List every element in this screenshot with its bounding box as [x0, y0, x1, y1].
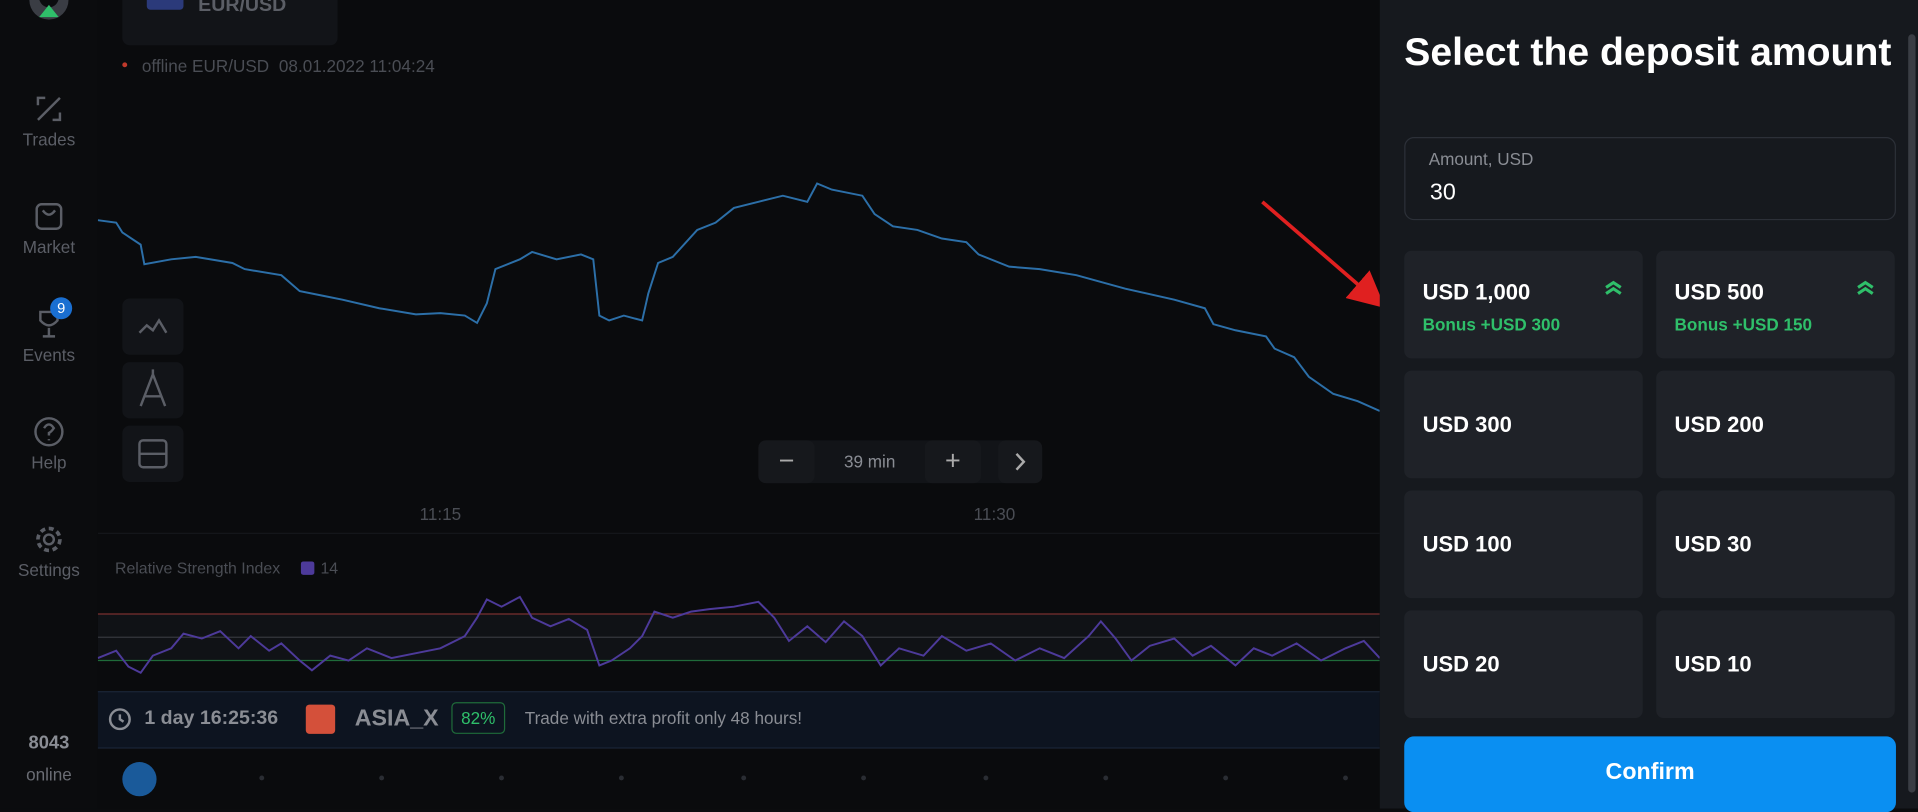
nav-trades[interactable]: Trades [0, 93, 98, 149]
option-label: USD 20 [1422, 651, 1500, 677]
nav-label: Help [31, 452, 67, 473]
online-label: online [26, 764, 72, 785]
zoom-control: − 39 min + [758, 440, 1043, 484]
flag [146, 0, 184, 10]
zoom-value: 39 min [843, 451, 896, 471]
asset-name: EUR/USD [198, 0, 287, 16]
bottom-dots [259, 775, 1348, 781]
sidebar: Trades Market Events 9 Help Settings 804… [0, 0, 98, 809]
time-axis: 11:15 11:30 [420, 505, 1016, 524]
scroll-button[interactable] [122, 762, 157, 797]
asset-icon [305, 704, 336, 734]
time-label: 11:30 [974, 505, 1016, 524]
tool-layout[interactable] [122, 425, 184, 482]
promo-percent: 82% [451, 702, 506, 734]
icon [36, 526, 62, 553]
deposit-option[interactable]: USD 30 [1656, 490, 1895, 599]
icon [36, 96, 62, 122]
nav-label: Market [22, 237, 76, 257]
amount-input[interactable]: Amount, USD 30 [1404, 136, 1896, 221]
option-label: USD 500 [1674, 280, 1764, 305]
icon [34, 417, 64, 447]
option-label: USD 1,000 [1422, 280, 1531, 305]
logo [29, 0, 69, 20]
nav-label: Settings [17, 560, 80, 580]
indicator-swatch [300, 561, 315, 575]
amount-value: 30 [1429, 179, 1456, 206]
promo-text: Trade with extra profit only 48 hours! [524, 708, 803, 728]
asset-selector[interactable]: EUR/USD [122, 0, 338, 46]
deposit-option[interactable]: USD 200 [1656, 370, 1895, 479]
deposit-option[interactable]: USD 100 [1404, 490, 1643, 599]
rsi-line [97, 595, 1380, 675]
price-line [97, 182, 1380, 412]
option-bonus: Bonus +USD 300 [1422, 314, 1561, 334]
icon [35, 203, 63, 230]
deposit-option[interactable]: USD 500 Bonus +USD 150 [1656, 250, 1895, 359]
bonus-icon [1857, 280, 1874, 295]
option-label: USD 10 [1674, 651, 1752, 677]
deposit-option[interactable]: USD 10 [1656, 610, 1895, 719]
panel-title: Select the deposit amount [1404, 29, 1892, 74]
zoom-out[interactable]: − [758, 440, 815, 484]
nav-settings[interactable]: Settings [0, 524, 98, 580]
deposit-option[interactable]: USD 300 [1404, 370, 1643, 479]
indicator-name: Relative Strength Index [115, 561, 280, 578]
confirm-button[interactable]: Confirm [1404, 736, 1896, 812]
nav-label: Events [22, 344, 76, 365]
tool-indicators[interactable] [122, 298, 184, 355]
deposit-panel: Select the deposit amount Amount, USD 30… [1379, 0, 1918, 812]
badge: 9 [50, 297, 73, 320]
option-bonus: Bonus +USD 150 [1674, 314, 1813, 334]
online-count: 8043 [28, 732, 70, 754]
option-label: USD 200 [1674, 412, 1764, 437]
bonus-icon [1605, 280, 1622, 295]
option-label: USD 30 [1674, 532, 1752, 557]
promo-asset: ASIA_X [354, 705, 439, 732]
chart-svg: 11:15 11:30 Relative Strength Index 14 [97, 182, 1380, 797]
status-dot [122, 62, 128, 68]
option-label: USD 300 [1422, 412, 1512, 437]
nav-market[interactable]: Market [0, 201, 98, 257]
amount-label: Amount, USD [1428, 149, 1534, 169]
deposit-option[interactable]: USD 1,000 Bonus +USD 300 [1404, 250, 1643, 359]
tool-drawings[interactable] [122, 362, 184, 419]
scrollbar [1908, 34, 1916, 793]
promo-timer: 1 day 16:25:36 [144, 708, 279, 730]
chart-area: EUR/USD offline EUR/USD 08.01.2022 11:04… [97, 0, 1380, 809]
nav-label: Trades [22, 129, 76, 150]
deposit-option[interactable]: USD 20 [1404, 610, 1643, 719]
status: offline EUR/USD [141, 56, 270, 76]
option-label: USD 100 [1422, 532, 1512, 557]
icon [39, 310, 59, 338]
time-label: 11:15 [420, 505, 462, 524]
timestamp: 08.01.2022 11:04:24 [278, 56, 435, 76]
timer-icon [108, 708, 131, 731]
nav-events[interactable]: Events [0, 308, 98, 365]
next-button[interactable] [998, 440, 1043, 484]
indicator-period: 14 [320, 561, 338, 578]
nav-help[interactable]: Help [0, 416, 98, 472]
zoom-in[interactable]: + [924, 440, 982, 484]
promo-bar: 1 day 16:25:36 ASIA_X 82% Trade with ext… [97, 691, 1380, 749]
